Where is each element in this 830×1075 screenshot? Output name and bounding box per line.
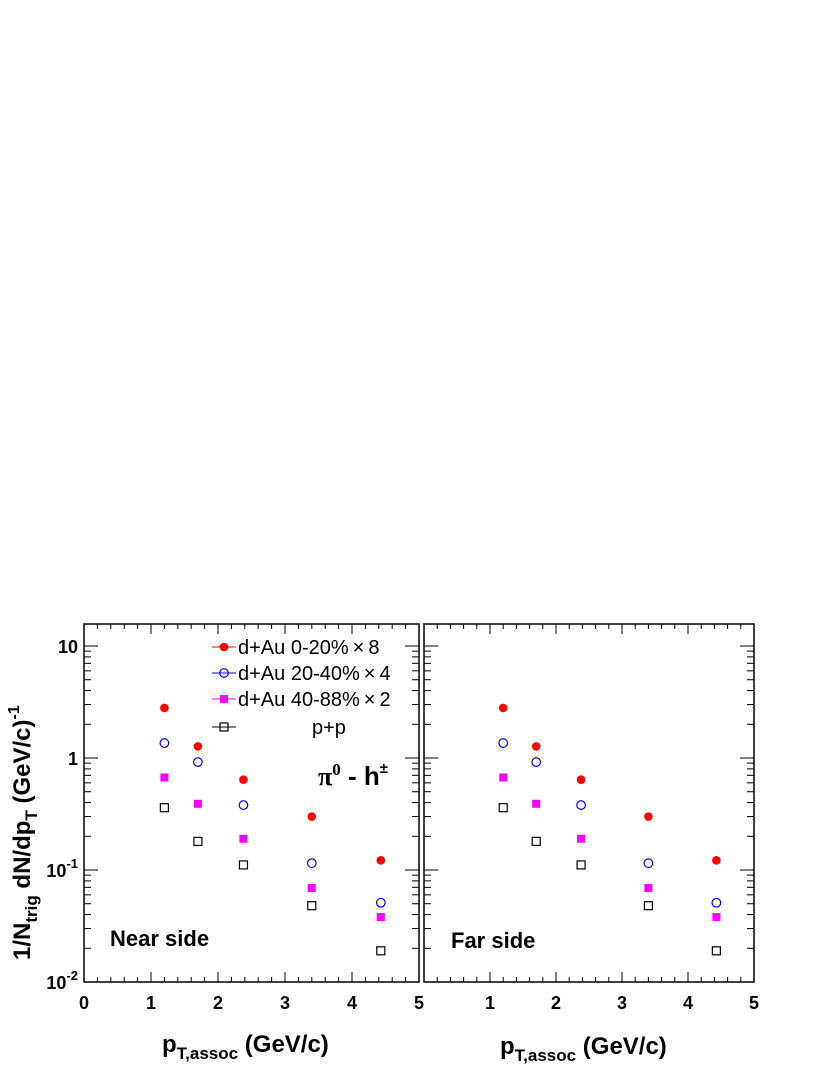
data-point-series-3	[643, 901, 654, 911]
legend-marker	[219, 722, 229, 732]
x-tick-label: 4	[683, 993, 693, 1013]
data-point-series-3	[238, 860, 249, 870]
data-point-series-1	[643, 858, 654, 869]
data-point-series-3	[307, 901, 317, 911]
x-tick-labels: 0 1 2 3 4 5	[79, 993, 424, 1013]
data-point-series-2	[193, 799, 202, 808]
data-point-series-1	[375, 897, 386, 908]
legend-entry-label: d+Au 0-20% × 8	[238, 637, 379, 659]
far-side-panel: 1 2 3 4 5 Far side pT,assoc (GeV/c)	[423, 623, 759, 1065]
y-axis-title: 1/Ntrig dN/dpT (GeV/c)-1	[6, 705, 41, 960]
data-point-series-3	[498, 803, 508, 813]
x-tick-label: 4	[347, 993, 357, 1013]
x-axis-title: pT,assoc (GeV/c)	[500, 1033, 667, 1065]
data-point-series-1	[192, 757, 203, 767]
x-tick-label: 2	[213, 993, 223, 1013]
legend-marker	[219, 668, 229, 678]
data-point-series-0	[498, 703, 508, 713]
data-point-series-2	[307, 884, 316, 893]
data-point-series-1	[711, 897, 722, 908]
data-point-series-2	[160, 773, 169, 782]
data-point-series-0	[644, 812, 653, 821]
x-tick-label: 2	[551, 993, 561, 1013]
data-point-series-0	[712, 856, 721, 865]
data-point-series-3	[531, 836, 541, 847]
axis-ticks	[83, 624, 420, 983]
data-point-series-1	[238, 800, 249, 810]
x-tick-label: 1	[485, 993, 495, 1013]
data-point-series-3	[159, 803, 169, 813]
data-point-series-0	[239, 775, 248, 785]
data-point-series-1	[306, 858, 317, 869]
x-tick-label: 5	[414, 993, 424, 1013]
y-tick-label: 10-2	[46, 968, 78, 993]
y-tick-label: 1	[68, 749, 78, 769]
panel-label: Near side	[110, 926, 209, 951]
data-point-series-1	[576, 800, 586, 810]
legend-entry-label: d+Au 20-40% × 4	[238, 663, 391, 685]
x-tick-label: 1	[146, 993, 156, 1013]
data-point-series-3	[711, 946, 721, 956]
data-point-series-0	[576, 775, 586, 785]
data-point-series-2	[239, 834, 248, 843]
data-point-series-2	[644, 884, 653, 893]
near-side-panel: 0 1 2 3 4 5 10 1 10-1 10-2 Near side π0 - h± d+A…	[6, 623, 424, 1063]
data-point-series-1	[531, 757, 542, 767]
legend: d+Au 0-20% × 8 d+Au 20-40% × 4 d+Au 40-88% × 2 p+…	[212, 637, 391, 739]
data-points	[159, 703, 386, 956]
x-tick-label: 3	[280, 993, 290, 1013]
y-tick-label: 10	[58, 637, 78, 657]
data-point-series-0	[193, 742, 203, 751]
data-point-series-1	[498, 738, 509, 748]
data-points	[498, 703, 722, 956]
data-point-series-3	[193, 836, 203, 847]
data-point-series-2	[499, 773, 508, 782]
x-axis-title: pT,assoc (GeV/c)	[162, 1031, 329, 1063]
legend-entry-label: p+p	[312, 717, 346, 739]
x-tick-label: 0	[79, 993, 89, 1013]
y-tick-label: 10-1	[46, 856, 78, 881]
x-tick-label: 3	[617, 993, 627, 1013]
data-point-series-0	[376, 856, 386, 865]
legend-entry-label: d+Au 40-88% × 2	[238, 689, 391, 711]
data-point-series-2	[532, 799, 541, 808]
data-point-series-3	[576, 860, 586, 870]
data-point-series-0	[307, 812, 317, 821]
legend-marker	[220, 695, 228, 703]
data-point-series-0	[531, 742, 541, 751]
y-tick-labels: 10 1 10-1 10-2	[46, 637, 78, 993]
data-point-series-2	[376, 913, 385, 922]
data-point-series-0	[160, 703, 169, 713]
reaction-label: π0 - h±	[318, 760, 388, 791]
x-tick-labels: 1 2 3 4 5	[485, 993, 759, 1013]
axis-ticks	[423, 624, 755, 983]
x-tick-label: 5	[749, 993, 759, 1013]
panel-label: Far side	[451, 928, 535, 953]
legend-marker	[219, 642, 229, 652]
data-point-series-3	[376, 946, 386, 956]
data-point-series-2	[577, 834, 586, 843]
data-point-series-1	[159, 738, 170, 748]
data-point-series-2	[712, 913, 721, 922]
